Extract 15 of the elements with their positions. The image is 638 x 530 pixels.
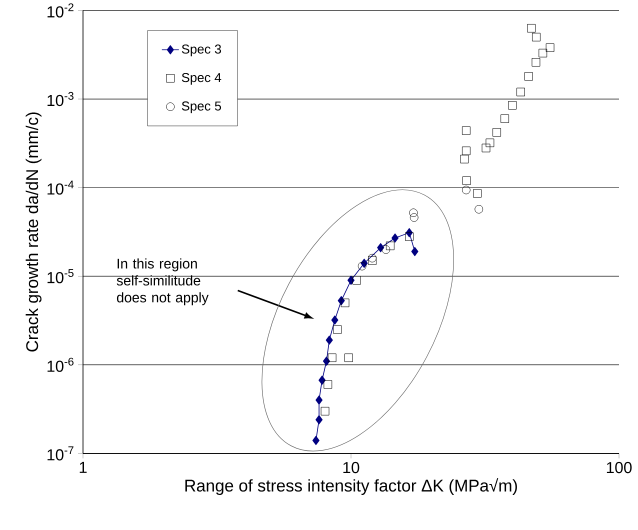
y-axis-title: Crack growth rate da/dN (mm/c) — [26, 112, 42, 352]
x-tick-label: 10 — [343, 462, 360, 473]
y-tick-label: 10$^{-6}$ — [48, 358, 74, 372]
x-tick-label: 1 — [80, 462, 87, 473]
legend-label: Spec 4 — [182, 72, 222, 84]
y-tick-label: 10$^{-3}$ — [48, 92, 74, 106]
legend-label: Spec 5 — [182, 101, 222, 113]
y-tick-label: 10$^{-7}$ — [48, 446, 74, 460]
annotation: In this region self-similitude does not apply — [116, 258, 209, 305]
y-tick-label: 10$^{-4}$ — [48, 180, 74, 194]
x-tick-label: 100 — [606, 462, 632, 473]
y-tick-label: 10$^{-5}$ — [48, 268, 74, 284]
legend-label: Spec 3 — [182, 44, 222, 56]
x-axis-title: Range of stress intensity factor ΔK (MPa√m) — [185, 478, 517, 495]
y-tick-label: 10$^{-2}$ — [48, 3, 74, 18]
